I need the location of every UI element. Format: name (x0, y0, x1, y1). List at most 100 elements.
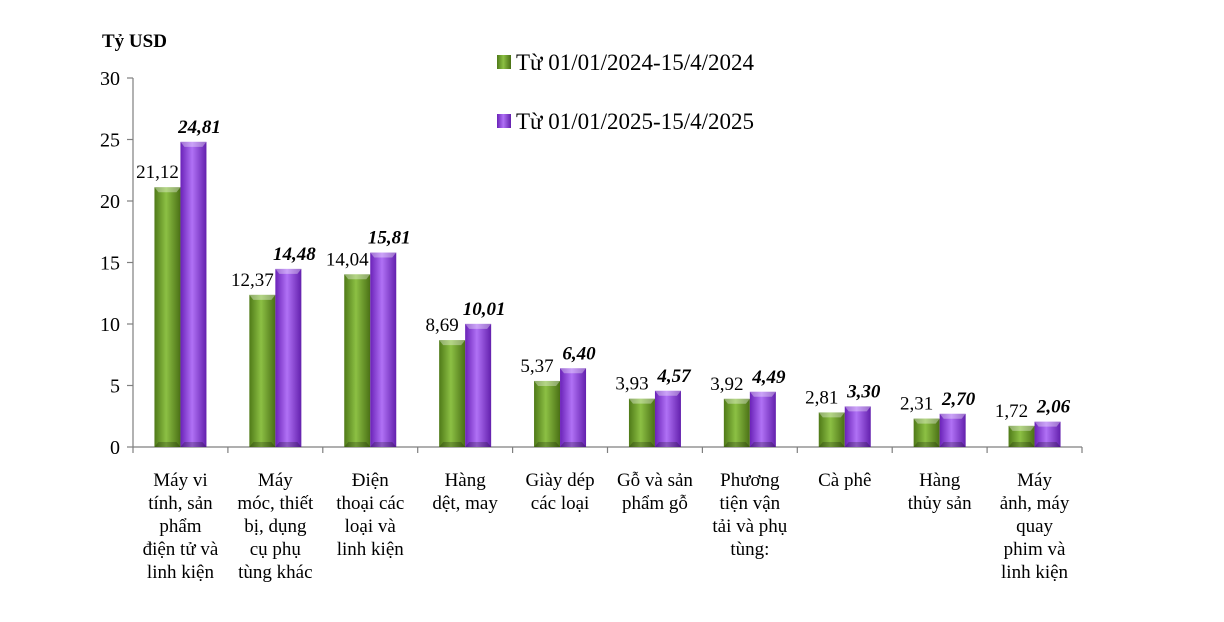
legend-label-series-1: Từ 01/01/2024-15/4/2024 (516, 50, 754, 75)
data-label-series-2: 4,49 (751, 367, 786, 388)
category-label: linh kiện (147, 562, 215, 583)
category-label: điện tử và (143, 539, 219, 560)
bar-top-bevel (749, 391, 776, 397)
category-label: phim và (1004, 539, 1066, 560)
bar-series-2 (370, 252, 397, 447)
bar-bottom-bevel (275, 442, 302, 447)
category-label: tùng khác (238, 562, 312, 583)
bar-series-2 (654, 390, 681, 447)
bar-bottom-bevel (180, 442, 207, 447)
bar-top-bevel (913, 418, 940, 424)
bar-series-1 (344, 274, 371, 447)
bar-bottom-bevel (723, 442, 750, 447)
bar-top-bevel (370, 252, 397, 258)
bar-top-bevel (628, 398, 655, 404)
legend-swatch-series-2 (497, 114, 511, 128)
category-label: tải và phụ (712, 516, 787, 537)
category-label: thoại các (336, 493, 404, 514)
bar-series-1 (439, 340, 466, 447)
data-label-series-2: 3,30 (846, 381, 881, 402)
category-label: Hàng (445, 470, 487, 491)
bar-bottom-bevel (560, 442, 587, 447)
data-label-series-2: 4,57 (656, 366, 692, 387)
bar-bottom-bevel (249, 442, 276, 447)
data-label-series-2: 2,70 (941, 389, 976, 410)
y-axis-unit: Tỷ USD (102, 31, 167, 52)
bar-series-2 (465, 323, 492, 447)
category-label: tiện vận (720, 493, 781, 514)
bar-bottom-bevel (844, 442, 871, 447)
category-label: quay (1016, 516, 1053, 537)
bar-bottom-bevel (534, 442, 561, 447)
bar-top-bevel (439, 340, 466, 346)
bar-bottom-bevel (344, 442, 371, 447)
bar-top-bevel (534, 380, 561, 386)
bar-series-2 (180, 141, 207, 447)
bar-top-bevel (723, 398, 750, 404)
category-label: thủy sản (908, 493, 972, 514)
bar-bottom-bevel (370, 442, 397, 447)
category-label: phẩm (159, 516, 201, 537)
category-label: phẩm gỗ (622, 493, 688, 514)
bar-series-1 (818, 412, 845, 447)
category-label: ảnh, máy (1000, 493, 1070, 514)
bar-series-2 (749, 391, 776, 447)
category-label: bị, dụng (244, 516, 307, 537)
bar-bottom-bevel (465, 442, 492, 447)
category-label: tùng: (730, 539, 769, 560)
category-label: linh kiện (337, 539, 405, 560)
bar-top-bevel (154, 187, 181, 193)
bar-top-bevel (465, 323, 492, 329)
bar-bottom-bevel (1008, 442, 1035, 447)
bar-series-2 (275, 268, 302, 447)
data-label-series-1: 12,37 (231, 270, 274, 291)
bar-series-2 (1034, 421, 1061, 447)
bar-bottom-bevel (939, 442, 966, 447)
bar-series-2 (560, 368, 587, 447)
data-label-series-2: 10,01 (463, 299, 506, 320)
category-label: Giày dép (525, 470, 594, 491)
y-tick-label: 15 (100, 253, 120, 275)
data-label-series-1: 1,72 (995, 401, 1028, 422)
bar-series-1 (534, 380, 561, 447)
bar-bottom-bevel (818, 442, 845, 447)
y-tick-label: 20 (100, 191, 120, 213)
bar-top-bevel (1034, 421, 1061, 427)
data-label-series-1: 3,92 (710, 374, 743, 395)
bar-series-2 (939, 413, 966, 447)
y-tick-label: 30 (100, 68, 120, 90)
y-tick-label: 0 (110, 437, 120, 459)
data-label-series-2: 14,48 (273, 244, 316, 265)
category-label: móc, thiết (237, 493, 314, 514)
category-label: Gỗ và sản (617, 470, 693, 491)
bar-top-bevel (560, 368, 587, 374)
data-label-series-1: 2,31 (900, 394, 933, 415)
bar-top-bevel (1008, 425, 1035, 431)
category-label: Hàng (919, 470, 961, 491)
category-label: các loại (531, 493, 590, 514)
bar-series-1 (913, 418, 940, 447)
bar-top-bevel (180, 141, 207, 147)
legend-label-series-2: Từ 01/01/2025-15/4/2025 (516, 109, 754, 134)
data-label-series-2: 6,40 (562, 343, 596, 364)
bar-top-bevel (844, 406, 871, 412)
data-label-series-1: 5,37 (520, 356, 553, 377)
bar-series-1 (723, 398, 750, 447)
y-tick-label: 5 (110, 376, 120, 398)
bar-bottom-bevel (913, 442, 940, 447)
category-label: dệt, may (432, 493, 498, 514)
bar-top-bevel (818, 412, 845, 418)
bar-top-bevel (344, 274, 371, 280)
bar-series-1 (1008, 425, 1035, 447)
bars (154, 141, 1061, 447)
bar-bottom-bevel (749, 442, 776, 447)
bar-top-bevel (939, 413, 966, 419)
legend: Từ 01/01/2024-15/4/2024 Từ 01/01/2025-15… (497, 50, 754, 134)
bar-bottom-bevel (439, 442, 466, 447)
data-label-series-1: 8,69 (426, 315, 459, 336)
category-label: linh kiện (1001, 562, 1069, 583)
category-label: Máy (258, 470, 293, 491)
